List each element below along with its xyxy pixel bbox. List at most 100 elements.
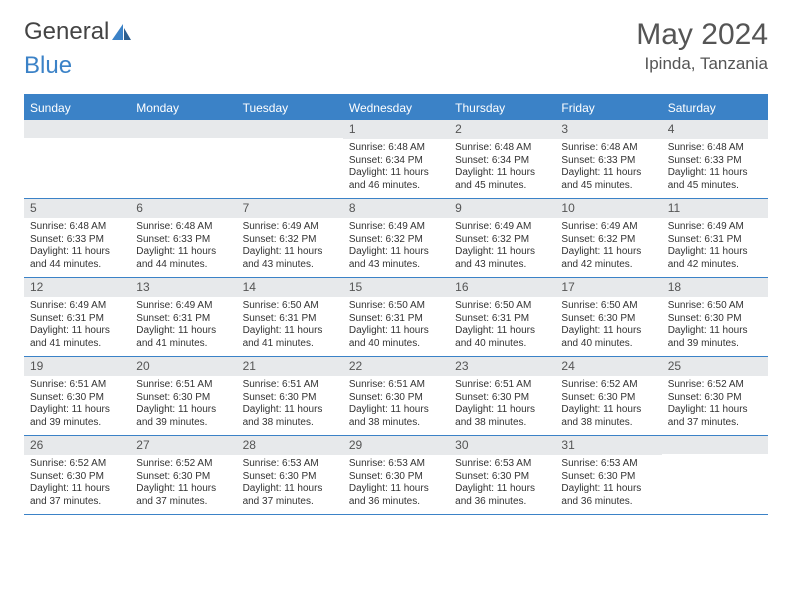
day-details: Sunrise: 6:53 AMSunset: 6:30 PMDaylight:… — [449, 455, 555, 512]
day-details: Sunrise: 6:53 AMSunset: 6:30 PMDaylight:… — [343, 455, 449, 512]
day-cell: 18Sunrise: 6:50 AMSunset: 6:30 PMDayligh… — [662, 278, 768, 356]
day-cell: 14Sunrise: 6:50 AMSunset: 6:31 PMDayligh… — [237, 278, 343, 356]
day-details: Sunrise: 6:48 AMSunset: 6:33 PMDaylight:… — [24, 218, 130, 275]
sunset-text: Sunset: 6:30 PM — [243, 471, 337, 484]
daylight-text: Daylight: 11 hours and 40 minutes. — [561, 325, 655, 350]
calendar-grid: Sunday Monday Tuesday Wednesday Thursday… — [24, 94, 768, 515]
day-details — [24, 138, 130, 145]
title-block: May 2024 Ipinda, Tanzania — [636, 18, 768, 74]
day-cell: 23Sunrise: 6:51 AMSunset: 6:30 PMDayligh… — [449, 357, 555, 435]
sunrise-text: Sunrise: 6:52 AM — [561, 379, 655, 392]
day-cell: 3Sunrise: 6:48 AMSunset: 6:33 PMDaylight… — [555, 120, 661, 198]
day-number: 4 — [662, 120, 768, 139]
day-number: 19 — [24, 357, 130, 376]
daylight-text: Daylight: 11 hours and 41 minutes. — [243, 325, 337, 350]
sunset-text: Sunset: 6:31 PM — [243, 313, 337, 326]
day-details: Sunrise: 6:49 AMSunset: 6:31 PMDaylight:… — [130, 297, 236, 354]
day-number: 22 — [343, 357, 449, 376]
day-number: 5 — [24, 199, 130, 218]
daylight-text: Daylight: 11 hours and 40 minutes. — [455, 325, 549, 350]
brand-logo: General — [24, 18, 133, 46]
weekday-header: Friday — [555, 96, 661, 120]
day-cell: 16Sunrise: 6:50 AMSunset: 6:31 PMDayligh… — [449, 278, 555, 356]
day-number: 29 — [343, 436, 449, 455]
day-number — [130, 120, 236, 138]
sunrise-text: Sunrise: 6:48 AM — [349, 142, 443, 155]
day-number: 25 — [662, 357, 768, 376]
day-number: 21 — [237, 357, 343, 376]
day-number: 3 — [555, 120, 661, 139]
sunrise-text: Sunrise: 6:49 AM — [349, 221, 443, 234]
day-cell: 5Sunrise: 6:48 AMSunset: 6:33 PMDaylight… — [24, 199, 130, 277]
day-cell: 25Sunrise: 6:52 AMSunset: 6:30 PMDayligh… — [662, 357, 768, 435]
sunset-text: Sunset: 6:32 PM — [349, 234, 443, 247]
day-details — [130, 138, 236, 145]
sunset-text: Sunset: 6:31 PM — [349, 313, 443, 326]
daylight-text: Daylight: 11 hours and 42 minutes. — [561, 246, 655, 271]
day-cell: 7Sunrise: 6:49 AMSunset: 6:32 PMDaylight… — [237, 199, 343, 277]
day-cell: 26Sunrise: 6:52 AMSunset: 6:30 PMDayligh… — [24, 436, 130, 514]
sunrise-text: Sunrise: 6:52 AM — [30, 458, 124, 471]
daylight-text: Daylight: 11 hours and 38 minutes. — [561, 404, 655, 429]
day-number: 11 — [662, 199, 768, 218]
day-details — [662, 454, 768, 461]
sunrise-text: Sunrise: 6:48 AM — [455, 142, 549, 155]
day-number: 20 — [130, 357, 236, 376]
day-number: 15 — [343, 278, 449, 297]
daylight-text: Daylight: 11 hours and 46 minutes. — [349, 167, 443, 192]
day-number: 27 — [130, 436, 236, 455]
day-details: Sunrise: 6:49 AMSunset: 6:32 PMDaylight:… — [555, 218, 661, 275]
sunset-text: Sunset: 6:30 PM — [30, 471, 124, 484]
daylight-text: Daylight: 11 hours and 39 minutes. — [136, 404, 230, 429]
brand-part2: Blue — [24, 52, 72, 80]
sunrise-text: Sunrise: 6:50 AM — [349, 300, 443, 313]
sunset-text: Sunset: 6:30 PM — [30, 392, 124, 405]
day-details: Sunrise: 6:51 AMSunset: 6:30 PMDaylight:… — [449, 376, 555, 433]
day-number: 31 — [555, 436, 661, 455]
sunset-text: Sunset: 6:33 PM — [561, 155, 655, 168]
day-cell: 12Sunrise: 6:49 AMSunset: 6:31 PMDayligh… — [24, 278, 130, 356]
sunrise-text: Sunrise: 6:51 AM — [136, 379, 230, 392]
sunset-text: Sunset: 6:30 PM — [561, 313, 655, 326]
sunrise-text: Sunrise: 6:48 AM — [561, 142, 655, 155]
sunrise-text: Sunrise: 6:48 AM — [668, 142, 762, 155]
sunrise-text: Sunrise: 6:49 AM — [30, 300, 124, 313]
logo-sail-icon — [111, 22, 133, 42]
sunset-text: Sunset: 6:30 PM — [455, 392, 549, 405]
daylight-text: Daylight: 11 hours and 37 minutes. — [136, 483, 230, 508]
sunrise-text: Sunrise: 6:50 AM — [561, 300, 655, 313]
daylight-text: Daylight: 11 hours and 37 minutes. — [668, 404, 762, 429]
sunrise-text: Sunrise: 6:50 AM — [668, 300, 762, 313]
day-number: 18 — [662, 278, 768, 297]
day-cell: 19Sunrise: 6:51 AMSunset: 6:30 PMDayligh… — [24, 357, 130, 435]
day-details: Sunrise: 6:49 AMSunset: 6:31 PMDaylight:… — [662, 218, 768, 275]
weekday-header: Monday — [130, 96, 236, 120]
daylight-text: Daylight: 11 hours and 41 minutes. — [30, 325, 124, 350]
sunset-text: Sunset: 6:30 PM — [349, 471, 443, 484]
day-cell: 20Sunrise: 6:51 AMSunset: 6:30 PMDayligh… — [130, 357, 236, 435]
day-number: 17 — [555, 278, 661, 297]
day-details: Sunrise: 6:49 AMSunset: 6:32 PMDaylight:… — [343, 218, 449, 275]
day-details: Sunrise: 6:48 AMSunset: 6:34 PMDaylight:… — [343, 139, 449, 196]
daylight-text: Daylight: 11 hours and 44 minutes. — [30, 246, 124, 271]
day-cell: 24Sunrise: 6:52 AMSunset: 6:30 PMDayligh… — [555, 357, 661, 435]
week-row: 1Sunrise: 6:48 AMSunset: 6:34 PMDaylight… — [24, 120, 768, 199]
day-details: Sunrise: 6:52 AMSunset: 6:30 PMDaylight:… — [130, 455, 236, 512]
daylight-text: Daylight: 11 hours and 37 minutes. — [243, 483, 337, 508]
daylight-text: Daylight: 11 hours and 44 minutes. — [136, 246, 230, 271]
day-number — [662, 436, 768, 454]
day-details: Sunrise: 6:51 AMSunset: 6:30 PMDaylight:… — [343, 376, 449, 433]
sunset-text: Sunset: 6:33 PM — [30, 234, 124, 247]
calendar-page: General May 2024 Ipinda, Tanzania Blue S… — [0, 0, 792, 533]
day-details: Sunrise: 6:51 AMSunset: 6:30 PMDaylight:… — [130, 376, 236, 433]
sunset-text: Sunset: 6:34 PM — [349, 155, 443, 168]
day-cell: 13Sunrise: 6:49 AMSunset: 6:31 PMDayligh… — [130, 278, 236, 356]
day-details: Sunrise: 6:53 AMSunset: 6:30 PMDaylight:… — [237, 455, 343, 512]
sunset-text: Sunset: 6:31 PM — [30, 313, 124, 326]
day-cell — [24, 120, 130, 198]
day-number: 14 — [237, 278, 343, 297]
day-cell: 15Sunrise: 6:50 AMSunset: 6:31 PMDayligh… — [343, 278, 449, 356]
weekday-header: Saturday — [662, 96, 768, 120]
sunset-text: Sunset: 6:34 PM — [455, 155, 549, 168]
day-cell: 29Sunrise: 6:53 AMSunset: 6:30 PMDayligh… — [343, 436, 449, 514]
